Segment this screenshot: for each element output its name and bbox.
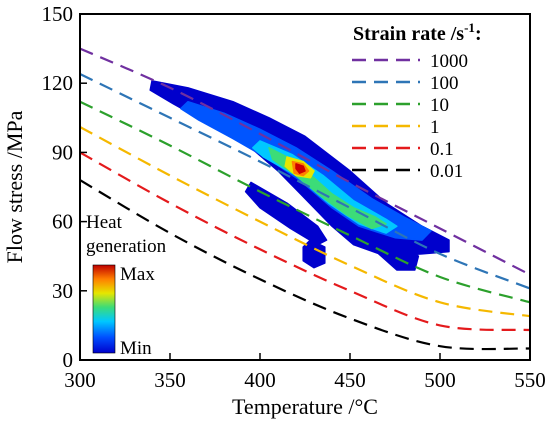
y-tick-label-3: 90 <box>52 140 73 164</box>
series-line-0 <box>79 47 531 276</box>
legend-title: Strain rate /s-1: <box>353 20 482 45</box>
heat-region-3 <box>376 234 420 271</box>
heat-region-9 <box>295 163 306 174</box>
x-axis-label: Temperature /°C <box>232 394 378 419</box>
legend-title-superscript: -1 <box>464 20 475 35</box>
x-tick-label-4: 500 <box>424 368 456 392</box>
x-tick-label-3: 450 <box>334 368 366 392</box>
legend-label-2: 10 <box>430 95 449 116</box>
colorbar-title-heat: Heat <box>86 212 123 233</box>
heat-generation-map <box>149 80 450 271</box>
y-tick-label-4: 120 <box>42 71 74 95</box>
colorbar-min-label: Min <box>120 338 152 359</box>
legend-label-0: 1000 <box>430 51 468 72</box>
x-tick-label-2: 400 <box>244 368 276 392</box>
heat-region-2 <box>302 239 326 269</box>
plot-frame <box>79 13 531 361</box>
legend-label-3: 1 <box>430 117 440 138</box>
series-line-5 <box>79 179 531 351</box>
colorbar-title-generation: generation <box>86 236 167 257</box>
y-tick-label-5: 150 <box>42 2 74 26</box>
y-tick-label-2: 60 <box>52 210 73 234</box>
series-line-1 <box>79 73 531 290</box>
legend-title-suffix: : <box>475 23 482 45</box>
y-axis-label: Flow stress /MPa <box>2 110 27 263</box>
legend-label-4: 0.1 <box>430 139 454 160</box>
x-tick-label-5: 550 <box>514 368 546 392</box>
x-tick-label-0: 300 <box>64 368 96 392</box>
y-tick-label-1: 30 <box>52 279 73 303</box>
series-line-4 <box>79 151 531 332</box>
legend-label-1: 100 <box>430 73 459 94</box>
x-tick-label-1: 350 <box>154 368 186 392</box>
series-line-2 <box>79 100 531 304</box>
colorbar-gradient <box>92 264 116 354</box>
legend-label-5: 0.01 <box>430 161 463 182</box>
x-axis-ticks: 300 350 400 450 500 550 <box>64 353 546 392</box>
colorbar-max-label: Max <box>120 264 155 285</box>
series-line-3 <box>79 126 531 318</box>
series-lines <box>79 47 531 351</box>
y-axis-ticks: 0 30 60 90 120 150 <box>42 2 87 372</box>
y-tick-label-0: 0 <box>63 348 74 372</box>
colorbar: Heat generation Max Min <box>86 212 167 359</box>
